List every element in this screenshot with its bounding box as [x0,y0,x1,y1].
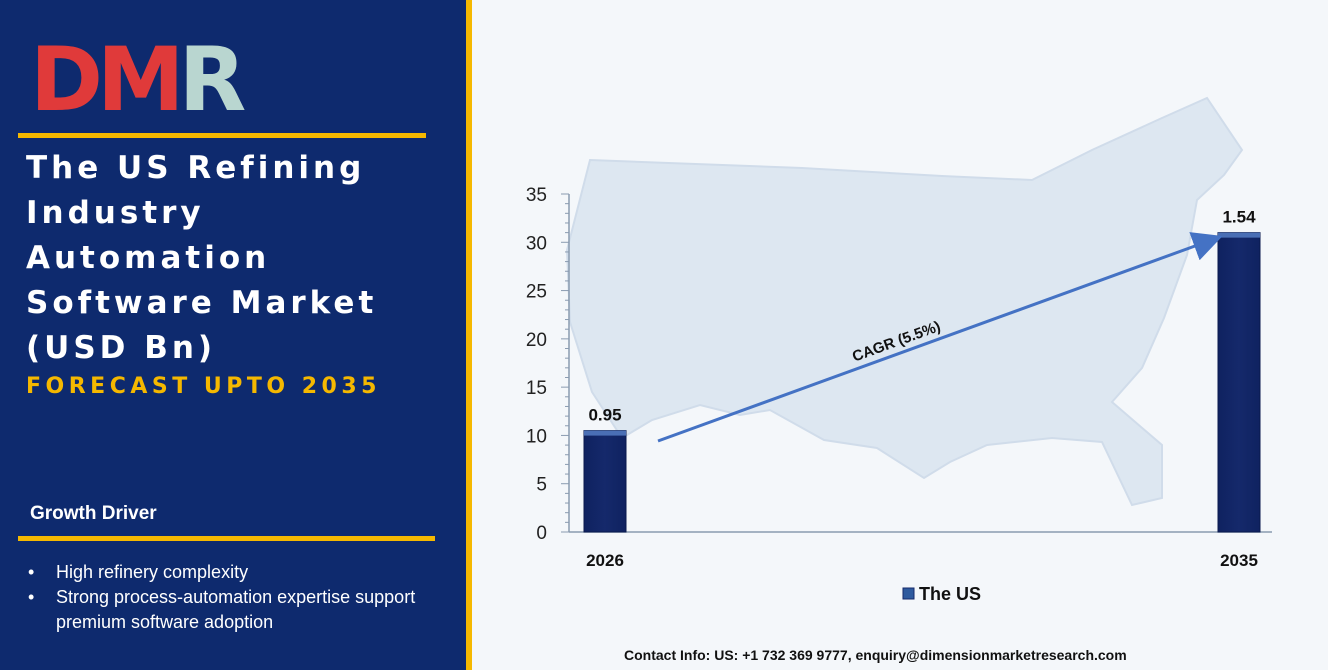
list-item: Strong process-automation expertise supp… [28,585,448,635]
info-panel: DMR The US Refining Industry Automation … [0,0,466,670]
title-line: (USD Bn) [26,330,217,366]
title-line: The US Refining [26,150,366,186]
x-tick-label: 2026 [586,551,624,570]
y-tick-label: 0 [536,523,547,544]
dmr-logo: DMR [30,36,246,124]
bar-top-highlight [584,430,626,436]
us-map-background [565,96,1244,507]
x-tick-label: 2035 [1220,551,1258,570]
legend-swatch [902,587,915,600]
y-tick-label: 5 [536,475,547,496]
list-item: High refinery complexity [28,560,448,585]
y-tick-label: 30 [526,233,547,254]
bar-top-highlight [1218,232,1260,238]
y-tick-label: 25 [526,282,547,303]
title-line: Industry [26,195,205,231]
data-label: 1.54 [1222,208,1256,227]
contact-info: Contact Info: US: +1 732 369 9777, enqui… [624,647,1127,663]
bar [583,430,627,533]
y-tick-label: 10 [526,426,547,447]
growth-driver-heading: Growth Driver [30,503,157,524]
y-tick-label: 20 [526,330,547,351]
report-title: The US Refining Industry Automation Soft… [26,146,456,371]
title-divider [18,133,426,138]
y-tick-label: 15 [526,378,547,399]
bar [1217,232,1261,533]
logo-text: DMR [30,28,246,131]
panel-divider [466,0,472,670]
growth-driver-list: High refinery complexity Strong process-… [28,560,448,635]
title-line: Automation [26,240,271,276]
legend-label: The US [919,584,981,604]
forecast-subtitle: FORECAST UPTO 2035 [26,374,381,399]
cagr-arrow [657,232,1223,443]
growth-driver-divider [18,536,435,541]
y-tick-label: 35 [526,185,547,206]
data-label: 0.95 [588,406,621,425]
chart-area: 0 5 10 15 20 25 30 35 0.95 2026 1.54 2035 CAGR (5.5%… [472,0,1328,670]
title-line: Software Market [26,285,378,321]
